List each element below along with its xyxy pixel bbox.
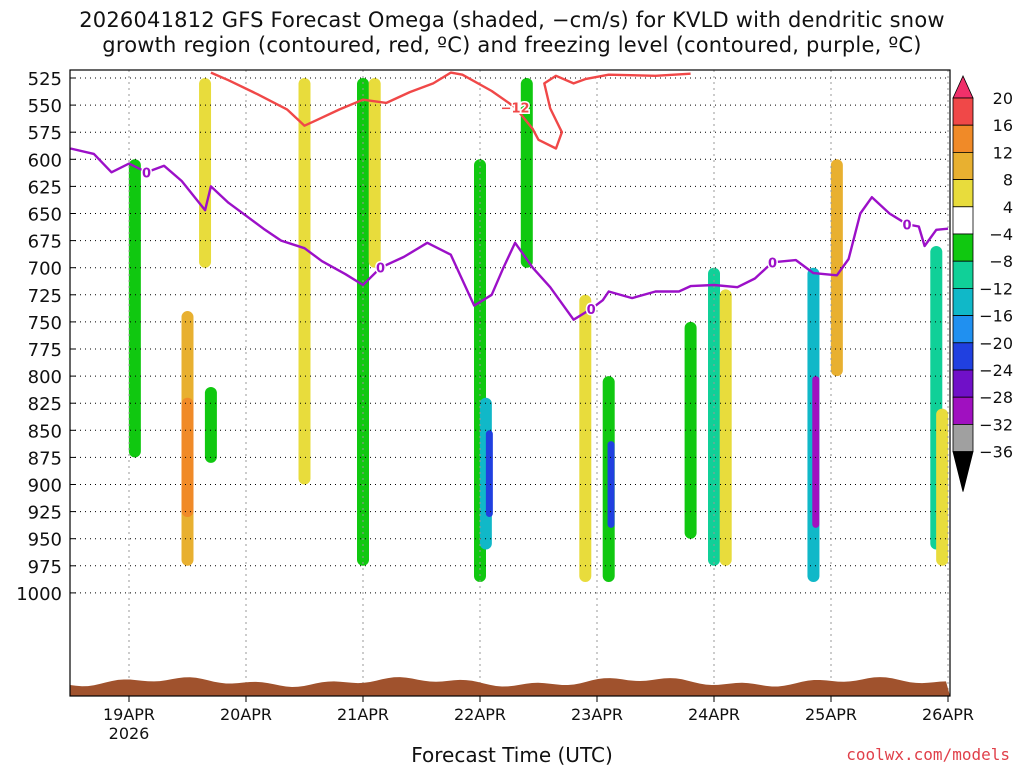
y-tick-label: 525 [28,69,62,90]
contours: 0 0 0 0 0 −12 [70,71,949,321]
y-tick-label: 900 [28,476,62,497]
freezing-level-contour [70,147,949,321]
x-tick-sublabel: 2026 [109,724,150,743]
colorbar-label: 4 [1003,198,1013,217]
y-tick-label: 950 [28,530,62,551]
terrain-band [70,677,950,696]
x-tick-label: 19APR [103,705,155,724]
omega-cell [485,430,493,518]
y-tick-label: 550 [28,96,62,117]
chart-title-line-2: growth region (contoured, red, ºC) and f… [102,33,922,57]
omega-cell [368,78,381,268]
omega-cell [936,408,949,566]
omega-cell [607,441,615,528]
colorbar-segment [952,151,974,180]
y-axis: 525 550 575 600 625 650 675 700 725 750 775 800 825 8… [16,69,76,605]
terrain-fill [70,677,950,696]
x-tick-label: 25APR [805,705,857,724]
y-tick-label: 775 [28,340,62,361]
colorbar-label: −28 [979,388,1013,407]
x-tick-label: 21APR [337,705,389,724]
colorbar-segment [952,260,974,289]
colorbar-segment [952,287,974,316]
colorbar-segment [952,315,974,344]
colorbar-label: 20 [993,89,1013,108]
y-tick-label: 875 [28,448,62,469]
y-tick-label: 1000 [16,584,62,605]
colorbar-segment [952,233,974,262]
x-tick-label: 22APR [454,705,506,724]
colorbar-label: −4 [989,225,1013,244]
y-tick-label: 850 [28,421,62,442]
x-tick-label: 23APR [571,705,623,724]
omega-cell [830,159,843,377]
dendritic-contour-label: −12 [501,101,530,116]
colorbar-label: −36 [979,443,1013,462]
freezing-level-label: 0 [376,262,385,277]
y-tick-label: 650 [28,205,62,226]
x-axis-label: Forecast Time (UTC) [411,743,613,767]
y-tick-label: 800 [28,367,62,388]
y-tick-label: 750 [28,313,62,334]
colorbar-label: −24 [979,361,1013,380]
omega-cell [128,159,141,458]
colorbar-label: −16 [979,307,1013,326]
colorbar-bottom-arrow [952,451,974,492]
freezing-level-label: 0 [142,166,151,181]
omega-cell [298,78,311,485]
y-tick-label: 700 [28,259,62,280]
y-tick-label: 925 [28,503,62,524]
colorbar-segment [952,97,974,126]
chart-title-line-1: 2026041812 GFS Forecast Omega (shaded, −… [79,8,945,32]
colorbar-segment [952,423,974,452]
y-tick-label: 625 [28,177,62,198]
omega-cell [579,294,592,583]
colorbar-label: −32 [979,415,1013,434]
colorbar-segment [952,124,974,153]
source-credit: coolwx.com/models [846,745,1010,764]
colorbar-label: −12 [979,279,1013,298]
freezing-level-label: 0 [587,303,596,318]
y-tick-label: 675 [28,232,62,253]
colorbar: 20 16 12 8 4 −4 −8 −12 −16 −20 −24 −28 −32 −36 [952,75,1013,492]
x-tick-label: 24APR [688,705,740,724]
colorbar-label: −8 [989,252,1013,271]
y-tick-label: 825 [28,394,62,415]
omega-cell [719,289,732,566]
colorbar-segment [952,369,974,398]
y-tick-label: 600 [28,150,62,171]
y-tick-label: 575 [28,123,62,144]
dendritic-zone-contour [210,71,691,150]
omega-cell [357,78,369,566]
x-tick-label: 20APR [220,705,272,724]
colorbar-segment [952,179,974,208]
colorbar-label: −20 [979,334,1013,353]
freezing-level-label: 0 [903,218,912,233]
colorbar-label: 16 [993,116,1013,135]
omega-shading [128,78,949,583]
freezing-level-label: 0 [768,256,777,271]
omega-cell [199,78,212,268]
colorbar-top-arrow [952,75,974,99]
omega-cell [708,267,720,566]
colorbar-segment [952,342,974,371]
omega-cell [181,397,194,518]
y-tick-label: 725 [28,286,62,307]
colorbar-segment [952,396,974,425]
x-tick-label: 26APR [922,705,974,724]
colorbar-segment [952,206,974,235]
colorbar-label: 12 [993,143,1013,162]
plot-frame [69,69,951,697]
y-tick-label: 975 [28,557,62,578]
colorbar-label: 8 [1003,171,1013,190]
omega-cell [204,386,217,463]
omega-cell [812,376,820,528]
